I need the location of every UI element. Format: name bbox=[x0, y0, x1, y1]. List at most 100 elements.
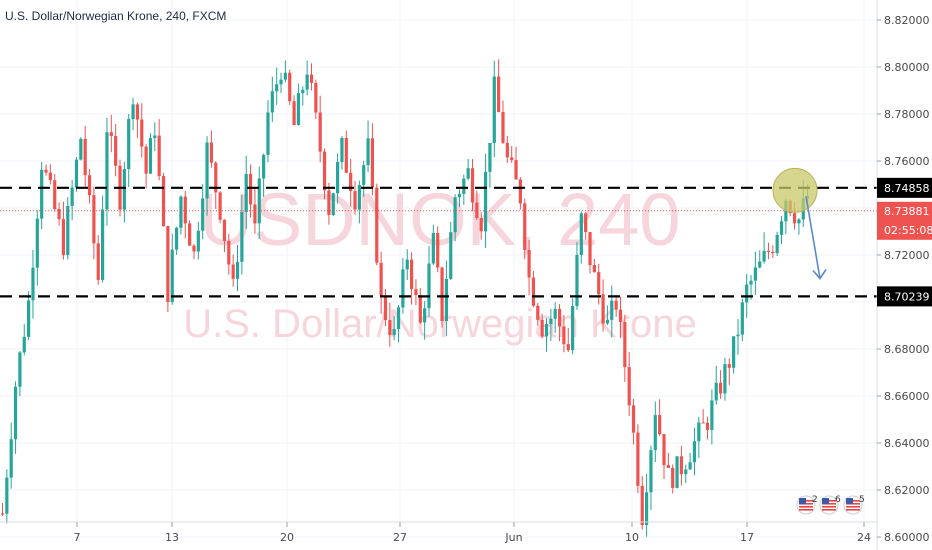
candle-body bbox=[79, 138, 83, 160]
candle-body bbox=[353, 191, 357, 210]
candle-body bbox=[148, 138, 153, 174]
candle-body bbox=[470, 168, 475, 203]
candle-body bbox=[688, 462, 692, 470]
candle-body bbox=[257, 178, 261, 224]
price-axis[interactable]: 8.820008.800008.780008.760008.740008.720… bbox=[876, 0, 932, 550]
candle-body bbox=[409, 259, 414, 290]
candle-body bbox=[531, 277, 536, 306]
candle-body bbox=[618, 309, 623, 322]
time-tick-label: Jun bbox=[504, 531, 522, 544]
candle-body bbox=[35, 218, 39, 268]
candle-body bbox=[557, 308, 562, 327]
candle-body bbox=[344, 137, 348, 173]
candle-body bbox=[188, 223, 192, 246]
candle-body bbox=[301, 89, 305, 94]
event-badge[interactable]: 2 bbox=[796, 495, 818, 515]
candle-body bbox=[100, 209, 105, 280]
candle-body bbox=[109, 132, 113, 137]
candle-body bbox=[797, 219, 801, 224]
candle-body bbox=[349, 172, 353, 192]
candle-body bbox=[723, 364, 727, 394]
candle-body bbox=[244, 173, 248, 212]
candle-body bbox=[275, 84, 279, 92]
candle-body bbox=[218, 192, 222, 220]
time-tick-label: 20 bbox=[280, 531, 294, 544]
candle-body bbox=[544, 324, 549, 337]
candle-body bbox=[22, 336, 26, 353]
candle-body bbox=[144, 146, 148, 174]
lower-level-label: 8.70239 bbox=[884, 290, 930, 303]
horizontal-levels[interactable] bbox=[0, 186, 877, 298]
candle-body bbox=[166, 226, 170, 303]
symbol-title: U.S. Dollar/Norwegian Krone, 240, FXCM bbox=[5, 9, 227, 23]
candle-body bbox=[605, 319, 610, 324]
candle-body bbox=[571, 306, 575, 351]
candle-body bbox=[510, 157, 514, 161]
candle-body bbox=[240, 211, 244, 262]
flag-stripe bbox=[799, 509, 813, 511]
candle-body bbox=[83, 138, 87, 176]
event-badge[interactable]: 6 bbox=[819, 495, 841, 515]
price-tick-label: 8.78000 bbox=[884, 108, 930, 121]
candle-body bbox=[649, 450, 653, 493]
annotations bbox=[772, 167, 827, 280]
candle-body bbox=[179, 196, 183, 228]
candle-body bbox=[758, 261, 762, 268]
last-price-label-bg bbox=[877, 201, 932, 240]
candle-body bbox=[692, 441, 697, 463]
candle-body bbox=[714, 382, 718, 401]
candle-body bbox=[436, 232, 440, 268]
flag-canton bbox=[822, 498, 829, 504]
candle-body bbox=[379, 262, 383, 296]
candle-body bbox=[610, 300, 614, 320]
candle-body bbox=[105, 132, 109, 210]
candle-body bbox=[231, 264, 235, 279]
candle-body bbox=[497, 76, 501, 113]
watermark-symbol: USDNOK, 240 bbox=[199, 178, 680, 261]
flag-stripe bbox=[822, 506, 836, 508]
candle-body bbox=[675, 456, 679, 488]
candle-body bbox=[31, 267, 35, 301]
candle-body bbox=[318, 112, 322, 152]
candle-body bbox=[753, 267, 757, 281]
candle-body bbox=[205, 142, 209, 199]
candle-body bbox=[483, 171, 488, 232]
grid-lines bbox=[0, 0, 877, 538]
candle-body bbox=[640, 485, 644, 526]
candle-body bbox=[114, 136, 118, 166]
candle-body bbox=[466, 168, 470, 179]
candle-body bbox=[479, 218, 483, 232]
candle-body bbox=[705, 422, 710, 430]
candle-body bbox=[423, 308, 427, 323]
candle-body bbox=[13, 386, 18, 440]
candle-body bbox=[566, 344, 570, 351]
time-axis[interactable]: 7 13 20 27 Jun 10 17 24 bbox=[0, 521, 877, 544]
candle-body bbox=[362, 165, 366, 185]
watermark: USDNOK, 240 U.S. Dollar/Norwegian Krone bbox=[183, 178, 697, 346]
event-badge[interactable]: 5 bbox=[843, 495, 865, 515]
candle-body bbox=[701, 422, 705, 424]
watermark-description: U.S. Dollar/Norwegian Krone bbox=[183, 302, 697, 346]
event-badges[interactable]: 2 6 5 bbox=[796, 495, 865, 515]
price-tick-label: 8.68000 bbox=[884, 343, 930, 356]
time-tick-label: 27 bbox=[393, 531, 407, 544]
candle-body bbox=[779, 221, 784, 235]
price-tick-label: 8.76000 bbox=[884, 155, 930, 168]
countdown-label: 02:55:08 bbox=[884, 224, 932, 237]
candle-body bbox=[579, 213, 583, 255]
candle-body bbox=[588, 232, 592, 266]
candle-body bbox=[553, 308, 557, 319]
candle-body bbox=[697, 422, 701, 442]
price-tick-label: 8.82000 bbox=[884, 14, 930, 27]
projection-arrowhead bbox=[812, 269, 827, 280]
candle-body bbox=[296, 93, 301, 125]
price-tick-label: 8.60000 bbox=[884, 531, 930, 544]
candle-body bbox=[427, 263, 431, 309]
flag-canton bbox=[799, 498, 806, 504]
candle-body bbox=[383, 295, 388, 321]
candle-body bbox=[627, 367, 631, 406]
candle-body bbox=[227, 240, 231, 265]
candle-body bbox=[518, 179, 522, 204]
candle-body bbox=[366, 138, 370, 166]
